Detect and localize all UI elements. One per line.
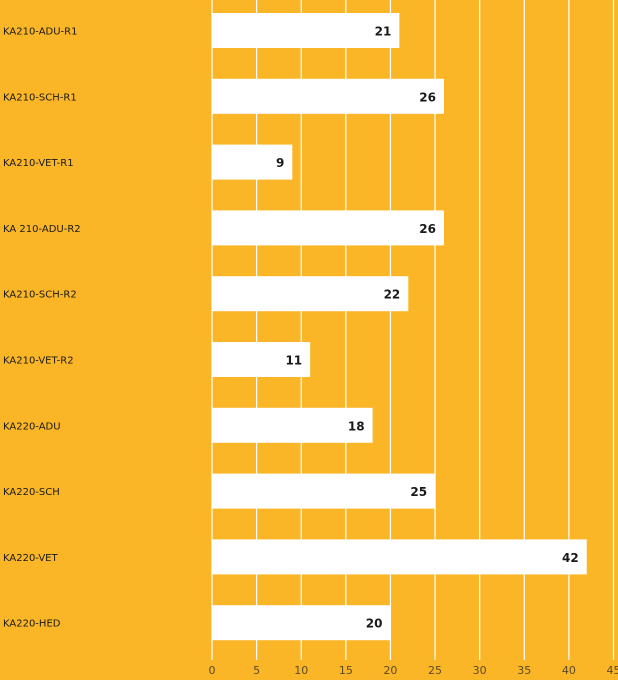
data-label: 26 xyxy=(419,222,436,236)
x-tick-label: 30 xyxy=(473,664,487,677)
data-label: 18 xyxy=(348,419,365,433)
x-tick-label: 25 xyxy=(428,664,442,677)
data-label: 42 xyxy=(562,551,579,565)
category-label: KA220-ADU xyxy=(3,421,61,432)
data-label: 26 xyxy=(419,90,436,104)
x-tick-label: 5 xyxy=(253,664,260,677)
bar xyxy=(212,78,444,114)
x-tick-label: 10 xyxy=(294,664,308,677)
category-label: KA210-SCH-R1 xyxy=(3,92,77,103)
bar xyxy=(212,407,373,443)
category-label: KA220-HED xyxy=(3,619,61,630)
x-tick-label: 20 xyxy=(383,664,397,677)
bar xyxy=(212,539,587,575)
category-label: KA210-VET-R1 xyxy=(3,158,74,169)
bar xyxy=(212,342,311,377)
bar xyxy=(212,276,409,312)
bar xyxy=(212,473,436,509)
category-label: KA220-VET xyxy=(3,553,58,564)
data-label: 20 xyxy=(366,617,383,631)
bar xyxy=(212,210,444,246)
category-label: KA210-ADU-R1 xyxy=(3,27,77,38)
bar xyxy=(212,13,400,48)
category-label: KA210-SCH-R2 xyxy=(3,290,77,301)
category-label: KA210-VET-R2 xyxy=(3,356,74,367)
x-tick-label: 0 xyxy=(209,664,216,677)
x-tick-label: 40 xyxy=(562,664,576,677)
data-label: 9 xyxy=(276,156,284,170)
bar xyxy=(212,605,391,641)
data-label: 25 xyxy=(410,485,427,499)
x-tick-label: 15 xyxy=(339,664,353,677)
category-label: KA220-SCH xyxy=(3,487,60,498)
bar xyxy=(212,144,293,180)
data-label: 21 xyxy=(375,25,392,39)
data-label: 11 xyxy=(285,354,302,368)
data-label: 22 xyxy=(384,288,401,302)
x-tick-label: 35 xyxy=(517,664,531,677)
category-label: KA 210-ADU-R2 xyxy=(3,224,81,235)
x-tick-label: 45 xyxy=(607,664,618,677)
